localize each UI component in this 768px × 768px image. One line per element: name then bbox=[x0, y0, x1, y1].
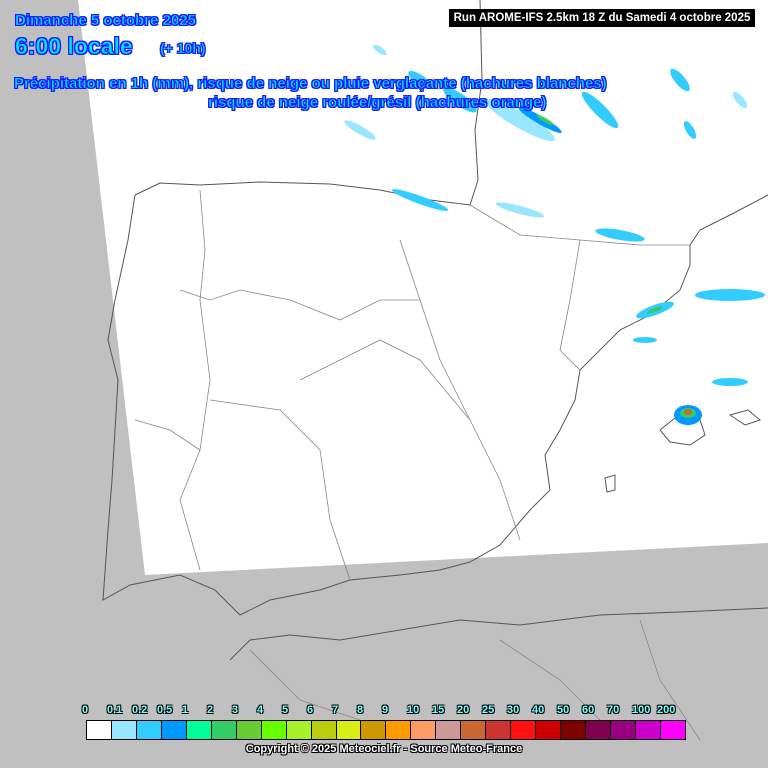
legend-label: 100 bbox=[632, 704, 651, 716]
legend-label: 200 bbox=[657, 704, 676, 716]
legend-label: 9 bbox=[382, 704, 389, 716]
lead-time: (+ 10h) bbox=[160, 40, 206, 57]
legend-label: 20 bbox=[457, 704, 470, 716]
legend-label: 70 bbox=[607, 704, 620, 716]
legend-label: 5 bbox=[282, 704, 289, 716]
legend-label: 40 bbox=[532, 704, 545, 716]
legend-label: 6 bbox=[307, 704, 314, 716]
legend-swatch bbox=[660, 721, 685, 739]
legend-swatch bbox=[311, 721, 337, 739]
legend-swatch bbox=[635, 721, 661, 739]
legend-swatch bbox=[586, 721, 612, 739]
legend-color-bar bbox=[86, 720, 686, 740]
model-run-label: Run AROME-IFS 2.5km 18 Z du Samedi 4 oct… bbox=[449, 9, 755, 27]
legend-label: 4 bbox=[257, 704, 264, 716]
legend-label: 7 bbox=[332, 704, 339, 716]
map-title-line2: risque de neige roulée/grésil (hachures … bbox=[208, 94, 547, 112]
legend-swatch bbox=[536, 721, 562, 739]
legend-labels: 0 0.1 0.2 0.5 1 2 3 4 5 6 7 8 9 10 15 20 25 30 40 50 60 70 100… bbox=[82, 704, 686, 718]
legend-swatch bbox=[511, 721, 537, 739]
legend-label: 15 bbox=[432, 704, 445, 716]
legend-swatch bbox=[87, 721, 112, 739]
legend-swatch bbox=[336, 721, 362, 739]
legend-swatch bbox=[611, 721, 636, 739]
legend-label: 25 bbox=[482, 704, 495, 716]
legend-swatch bbox=[411, 721, 437, 739]
legend-label: 1 bbox=[182, 704, 189, 716]
legend-label: 2 bbox=[207, 704, 214, 716]
legend-swatch bbox=[136, 721, 162, 739]
legend-label: 0.5 bbox=[157, 704, 173, 716]
legend-swatch bbox=[461, 721, 487, 739]
legend-swatch bbox=[486, 721, 512, 739]
legend-swatch bbox=[386, 721, 412, 739]
legend-label: 3 bbox=[232, 704, 239, 716]
legend-swatch bbox=[561, 721, 587, 739]
map-title-line1: Précipitation en 1h (mm), risque de neig… bbox=[14, 75, 607, 93]
legend-label: 30 bbox=[507, 704, 520, 716]
legend-label: 0 bbox=[82, 704, 89, 716]
forecast-time: 6:00 locale bbox=[15, 33, 133, 60]
copyright: Copyright © 2025 Meteociel.fr - Source M… bbox=[245, 743, 523, 755]
legend-swatch bbox=[361, 721, 387, 739]
legend-swatch bbox=[436, 721, 462, 739]
region-borders bbox=[134, 189, 701, 741]
legend-label: 8 bbox=[357, 704, 364, 716]
legend-label: 50 bbox=[557, 704, 570, 716]
legend-swatch bbox=[161, 721, 187, 739]
legend-label: 0.2 bbox=[132, 704, 148, 716]
legend-swatch bbox=[236, 721, 262, 739]
legend-swatch bbox=[286, 721, 312, 739]
legend-label: 60 bbox=[582, 704, 595, 716]
legend-swatch bbox=[211, 721, 237, 739]
forecast-date: Dimanche 5 octobre 2025 bbox=[15, 12, 197, 30]
legend-label: 10 bbox=[407, 704, 420, 716]
model-domain bbox=[78, 0, 768, 575]
legend-swatch bbox=[111, 721, 137, 739]
legend-swatch bbox=[186, 721, 212, 739]
precipitation-cells bbox=[344, 44, 765, 425]
legend-swatch bbox=[261, 721, 287, 739]
legend-label: 0.1 bbox=[107, 704, 123, 716]
